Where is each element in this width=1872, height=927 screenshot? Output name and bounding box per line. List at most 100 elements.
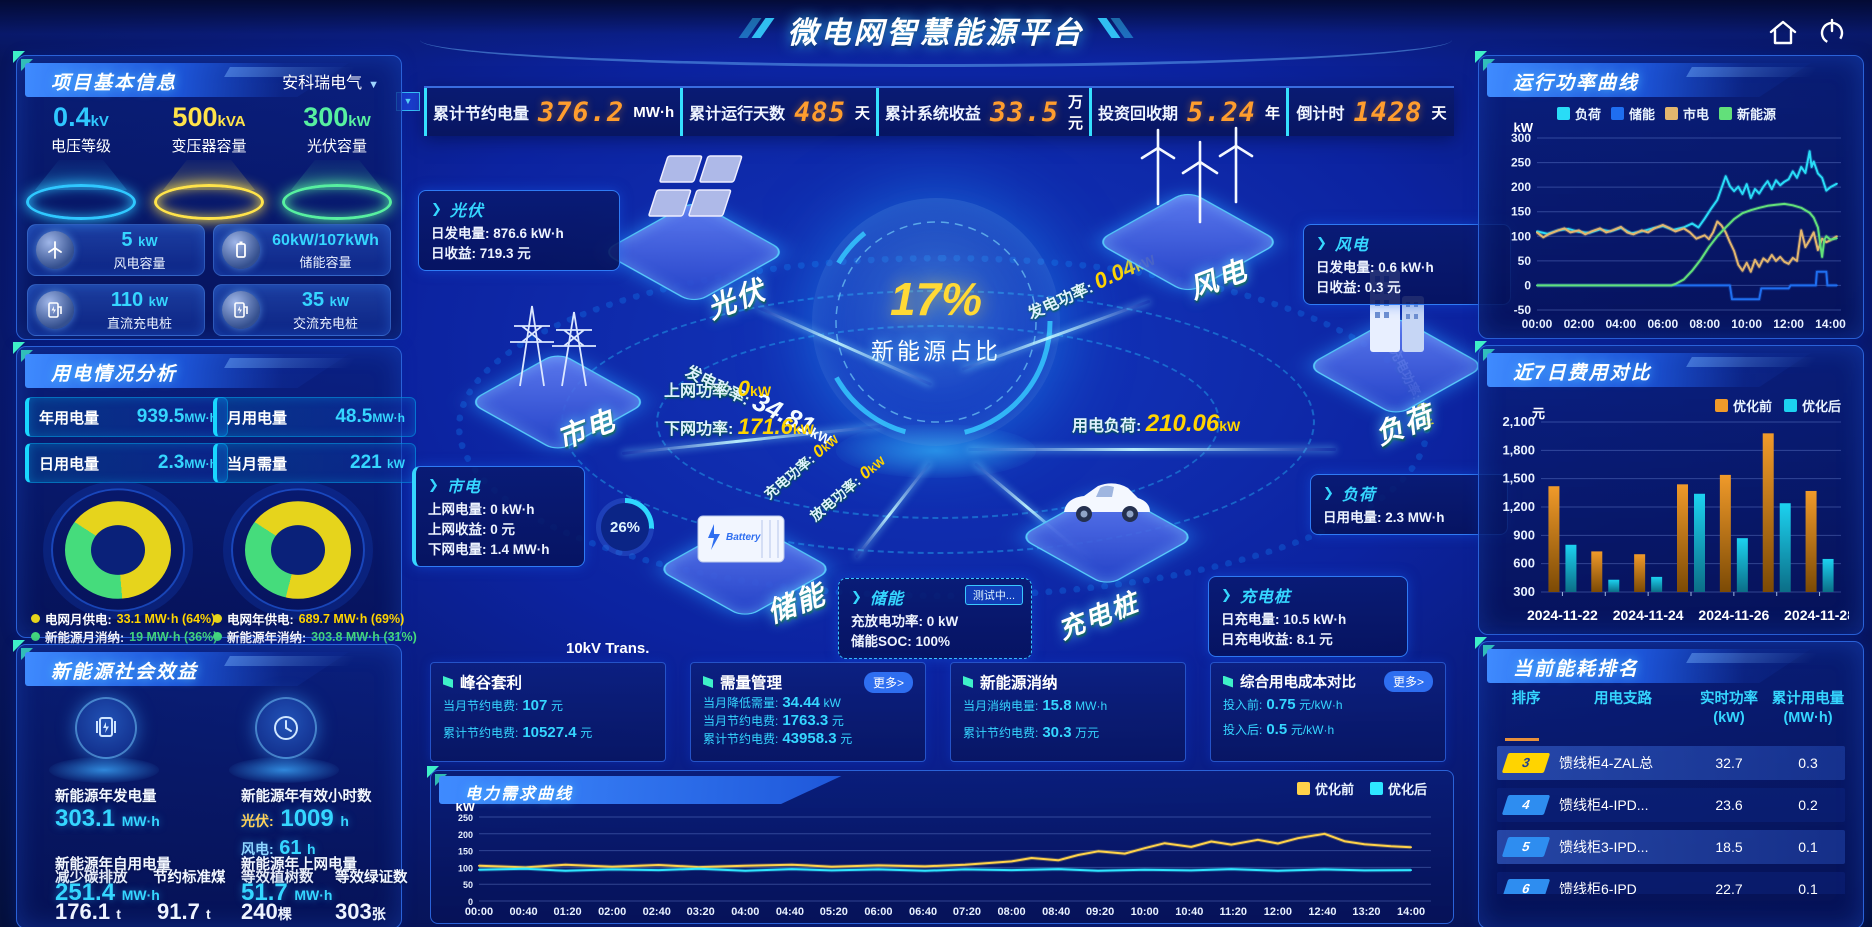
kpi-unit: 年 xyxy=(1265,104,1281,122)
project-info-panel: 项目基本信息 安科瑞电气 ▼ 0.4kV 电压等级 500kVA 变压器容量 30… xyxy=(13,51,402,340)
benefit-label: 新能源年有效小时数 xyxy=(241,789,372,805)
legend-grid-month[interactable]: 电网月供电: 33.1 MW·h (64%) xyxy=(31,609,215,628)
legend-dot xyxy=(213,614,222,623)
legend-item[interactable]: 优化后 xyxy=(1369,779,1427,798)
svg-text:08:00: 08:00 xyxy=(998,906,1026,918)
demand-management-card: 需量管理 更多> 当月降低需量: 34.44 kW 当月节约电费: 1763.3 元 … xyxy=(690,662,926,762)
table-row[interactable]: 4 馈线柜4-IPD... 23.6 0.2 xyxy=(1497,788,1845,822)
year-mix-donut-chart[interactable] xyxy=(231,488,365,612)
testing-badge: 测试中... xyxy=(964,585,1023,605)
svg-text:10:40: 10:40 xyxy=(1175,906,1203,918)
svg-text:00:00: 00:00 xyxy=(1522,317,1553,331)
svg-text:kW: kW xyxy=(456,803,476,814)
legend-item[interactable]: 优化前 xyxy=(1714,396,1772,415)
svg-text:200: 200 xyxy=(1511,180,1531,194)
svg-text:2024-11-26: 2024-11-26 xyxy=(1698,607,1769,623)
svg-text:04:00: 04:00 xyxy=(1606,317,1637,331)
table-row[interactable]: 5 馈线柜3-IPD... 18.5 0.1 xyxy=(1497,830,1845,864)
cost-comparison-card: 综合用电成本对比 更多> 投入前: 0.75 元/kW·h 投入后: 0.5 元/kW… xyxy=(1210,662,1446,762)
svg-text:50: 50 xyxy=(463,880,473,890)
power-demand-chart[interactable]: 0 50 100 150 200 250 00:00 00:40 01:20 02:00 02:40… xyxy=(439,803,1443,919)
benefit-label: 节约标准煤 xyxy=(153,870,226,886)
draw-power: 下网功率: 171.6kW xyxy=(664,414,814,439)
legend-item[interactable]: 新能源 xyxy=(1719,104,1776,123)
hours-clock-icon xyxy=(255,697,317,759)
table-row[interactable]: 3 馈线柜4-ZAL总 32.7 0.3 xyxy=(1497,746,1845,780)
power-chart-legend: 负荷 储能 市电 新能源 xyxy=(1557,104,1776,123)
kpi-value: 33.5 xyxy=(989,96,1059,128)
svg-text:14:00: 14:00 xyxy=(1397,906,1425,918)
kpi-system-revenue: 累计系统收益 33.5 万元 xyxy=(875,88,1089,136)
kpi-saved-energy: 累计节约电量 376.2 MW·h xyxy=(424,88,680,136)
legend-dot xyxy=(213,632,222,641)
platform-ring-inner xyxy=(656,325,1220,519)
renewable-consumption-card: 新能源消纳 当月消纳电量: 15.8 MW·h 累计节约电费: 30.3 万元 xyxy=(950,662,1186,762)
svg-text:06:00: 06:00 xyxy=(1647,317,1678,331)
svg-text:250: 250 xyxy=(458,813,473,823)
benefit-value: 240棵 xyxy=(241,899,292,924)
rank-badge: 4 xyxy=(1501,795,1551,815)
svg-text:1,200: 1,200 xyxy=(1502,499,1535,514)
legend-renewable-month[interactable]: 新能源月消纳: 19 MW·h (36%) xyxy=(31,627,217,646)
more-button[interactable]: 更多> xyxy=(863,671,913,693)
legend-item[interactable]: 储能 xyxy=(1611,104,1655,123)
usage-analysis-panel: 用电情况分析 年用电量 939.5MW·h 月用电量 48.5MW·h 日用电量 2.… xyxy=(13,342,417,645)
svg-text:10:00: 10:00 xyxy=(1131,906,1159,918)
panel-title: 运行功率曲线 xyxy=(1513,73,1640,94)
year-energy-stat: 年用电量 939.5MW·h xyxy=(25,397,228,437)
svg-text:02:40: 02:40 xyxy=(643,906,671,918)
benefit-value: 303.1 MW·h xyxy=(55,805,160,832)
legend-item[interactable]: 负荷 xyxy=(1557,104,1601,123)
power-curve-chart[interactable]: -50 0 50 100 150 200 250 300 00:00 02:00 04:00 06:0… xyxy=(1491,120,1849,332)
title-decor-right xyxy=(1097,17,1134,43)
power-icon[interactable] xyxy=(1814,14,1850,50)
renewable-benefit-panel: 新能源社会效益 新能源年发电量 303.1 MW·h 新能源年有效小时数 光伏:… xyxy=(13,640,408,927)
kpi-label: 倒计时 xyxy=(1296,106,1345,123)
month-mix-donut-chart[interactable] xyxy=(51,488,185,612)
legend-renewable-year[interactable]: 新能源年消纳: 303.8 MW·h (31%) xyxy=(213,627,417,646)
legend-item[interactable]: 优化后 xyxy=(1783,396,1841,415)
cost-compare-chart[interactable]: 300 600 900 1,200 1,500 1,800 2,100 2024-11-22 2… xyxy=(1489,406,1849,624)
svg-text:200: 200 xyxy=(458,830,473,840)
svg-text:50: 50 xyxy=(1518,254,1532,268)
svg-text:150: 150 xyxy=(458,847,473,857)
chevron-right-icon: ❯ xyxy=(431,201,442,216)
panel-title: 近7日费用对比 xyxy=(1513,363,1652,384)
kpi-countdown: 倒计时 1428 天 xyxy=(1286,88,1454,136)
more-button[interactable]: 更多> xyxy=(1383,671,1433,692)
ranking-table-rows: 3 馈线柜4-ZAL总 32.7 0.3 4 馈线柜4-IPD... 23.6 … xyxy=(1497,746,1845,894)
benefit-value: 风电: 61 h xyxy=(241,837,316,859)
benefit-value: 176.1 t xyxy=(55,899,121,924)
benefit-value: 251.4 MW·h xyxy=(55,879,160,906)
renewable-share-label: 新能源占比 xyxy=(871,338,1001,364)
svg-text:100: 100 xyxy=(458,863,473,873)
svg-text:2024-11-22: 2024-11-22 xyxy=(1527,607,1598,623)
transformer-load-gauge: 26% xyxy=(596,498,654,556)
benefit-label: 等效植树数 xyxy=(241,870,314,886)
svg-text:250: 250 xyxy=(1511,156,1531,170)
table-row[interactable]: 6 馈线柜6-IPD 22.7 0.1 xyxy=(1497,872,1845,894)
legend-item[interactable]: 优化前 xyxy=(1296,779,1354,798)
month-energy-stat: 月用电量 48.5MW·h xyxy=(213,397,416,437)
legend-dot xyxy=(31,614,40,623)
svg-text:1,500: 1,500 xyxy=(1502,471,1535,486)
svg-text:00:40: 00:40 xyxy=(510,906,538,918)
panel-header: 新能源社会效益 xyxy=(25,652,393,686)
flow-line-load xyxy=(968,448,1336,451)
kpi-stats-bar: 累计节约电量 376.2 MW·h 累计运行天数 485 天 累计系统收益 33… xyxy=(424,86,1454,136)
kpi-value: 1428 xyxy=(1353,96,1423,128)
power-curve-panel: 运行功率曲线 负荷 储能 市电 新能源 -50 0 50 100 150 200 250 300 00… xyxy=(1475,51,1864,339)
benefit-label: 新能源年自用电量 xyxy=(55,857,171,873)
panel-title: 当前能耗排名 xyxy=(1513,659,1640,680)
legend-item[interactable]: 市电 xyxy=(1665,104,1709,123)
ranking-table-header: 排序 用电支路 实时功率 (kW) 累计用电量 (MW·h) xyxy=(1511,691,1845,726)
home-icon[interactable] xyxy=(1766,16,1800,48)
legend-grid-year[interactable]: 电网年供电: 689.7 MW·h (69%) xyxy=(213,609,404,628)
company-dropdown[interactable]: 安科瑞电气 ▼ xyxy=(282,75,379,92)
kpi-label: 累计节约电量 xyxy=(433,106,530,123)
solar-panels-icon xyxy=(648,155,743,217)
kpi-unit: MW·h xyxy=(633,103,675,121)
svg-text:02:00: 02:00 xyxy=(1564,317,1595,331)
kpi-payback-period: 投资回收期 5.24 年 xyxy=(1088,88,1286,136)
renewable-share-value: 17% xyxy=(889,273,983,325)
